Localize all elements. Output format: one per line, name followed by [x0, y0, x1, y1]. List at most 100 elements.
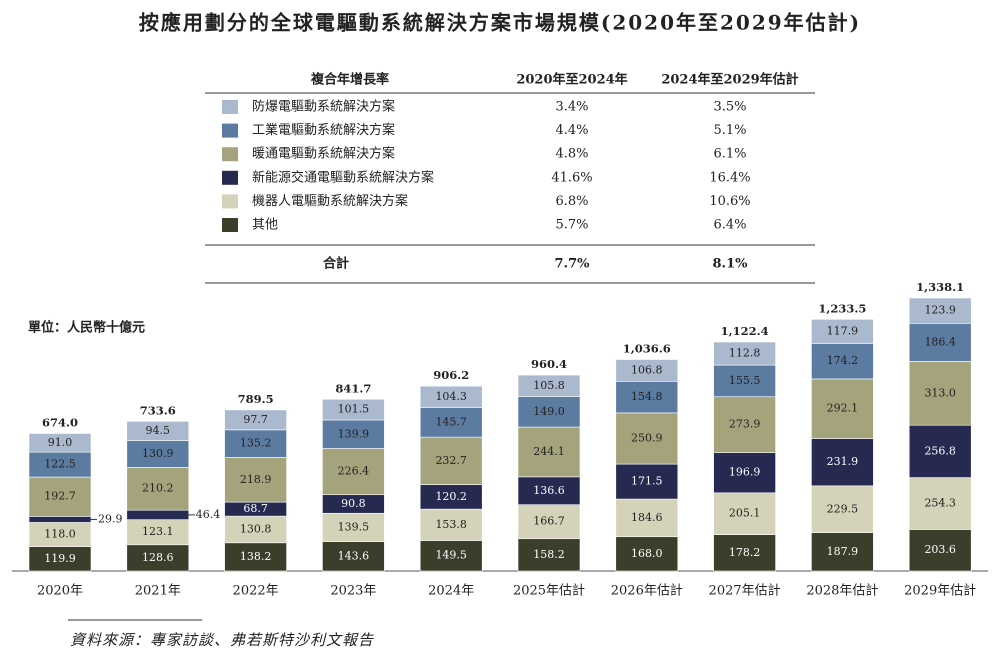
segment-label: 120.2 — [435, 490, 467, 503]
segment-label: 203.6 — [924, 543, 956, 556]
x-tick-label: 2022年 — [233, 584, 279, 599]
bar-segment — [615, 359, 679, 382]
table-header: 複合年增長率 — [310, 72, 389, 88]
x-tick-label: 2029年估計 — [904, 583, 976, 599]
table-cell: 6.4% — [713, 218, 746, 233]
bar-segment — [908, 322, 972, 362]
table-cell: 5.7% — [555, 218, 588, 233]
segment-label: 101.5 — [338, 403, 370, 416]
total-label: 906.2 — [433, 368, 469, 382]
x-tick-label: 2026年估計 — [611, 583, 683, 599]
bar-segment — [322, 448, 385, 496]
segment-label: 229.5 — [827, 502, 859, 515]
segment-label: 104.3 — [435, 390, 467, 403]
segment-label: 138.2 — [240, 550, 272, 563]
bar-segment — [517, 426, 581, 478]
legend-label: 工業電驅動系統解決方案 — [252, 122, 395, 138]
segment-label: 171.5 — [631, 475, 663, 488]
total-label: 789.5 — [238, 392, 274, 406]
segment-label: 256.8 — [924, 444, 956, 457]
bar-segment — [322, 512, 385, 543]
segment-label: 244.1 — [533, 445, 565, 458]
x-tick-label: 2028年估計 — [806, 583, 878, 599]
legend-label: 機器人電驅動系統解決方案 — [252, 193, 408, 209]
table-cell: 3.5% — [713, 100, 746, 115]
bar-segment — [615, 463, 679, 500]
total-label: 1,233.5 — [818, 301, 866, 315]
bar-segment — [713, 364, 776, 398]
bar-segment — [517, 396, 581, 428]
segment-label: 184.6 — [631, 511, 663, 524]
segment-label: 166.7 — [533, 515, 565, 528]
bar-segment — [322, 398, 385, 421]
bar-segment — [908, 424, 972, 478]
segment-label: 226.4 — [338, 465, 370, 478]
segment-label: 119.9 — [44, 552, 76, 565]
table-cell: 3.4% — [555, 100, 588, 115]
total-label: 1,036.6 — [623, 342, 671, 356]
bar-segment — [419, 508, 483, 541]
segment-label: 186.4 — [924, 335, 956, 348]
legend-label: 新能源交通電驅動系統解決方案 — [252, 169, 434, 185]
bar-segment — [517, 504, 581, 540]
segment-label: 139.9 — [338, 427, 370, 440]
table-cell: 6.1% — [713, 147, 746, 162]
segment-label: 123.9 — [924, 304, 956, 317]
segment-label: 106.8 — [631, 363, 663, 376]
segment-label: 149.5 — [435, 549, 467, 562]
segment-label: 29.9 — [98, 512, 123, 525]
bar-segment — [419, 407, 483, 438]
segment-label: 158.2 — [533, 548, 565, 561]
bar-segment — [419, 385, 483, 408]
bar-segment — [615, 498, 679, 538]
bar-segment — [224, 542, 287, 572]
bar-segment — [615, 536, 679, 572]
segment-label: 130.9 — [142, 447, 174, 460]
table-cell: 4.8% — [555, 147, 588, 162]
legend-label: 其他 — [252, 218, 278, 233]
total-label: 960.4 — [531, 357, 567, 371]
x-tick-label: 2023年 — [330, 584, 376, 599]
segment-label: 218.9 — [240, 473, 272, 486]
segment-label: 136.6 — [533, 484, 565, 497]
table-cell: 41.6% — [551, 170, 592, 185]
bar-segment — [322, 419, 385, 449]
x-tick-label: 2027年估計 — [709, 583, 781, 599]
legend-swatch — [222, 194, 238, 209]
total-label: 841.7 — [335, 381, 371, 395]
bar-segment — [126, 421, 190, 441]
table-total: 合計 — [323, 256, 349, 272]
segment-label: 122.5 — [44, 458, 76, 471]
unit-label: 單位：人民幣十億元 — [28, 320, 145, 336]
bar-segment — [126, 466, 190, 511]
bar-segment — [126, 440, 190, 468]
bar-segment — [615, 412, 679, 465]
bar-segment — [811, 438, 874, 487]
segment-label: 231.9 — [827, 455, 859, 468]
bar-segment — [908, 361, 972, 426]
segment-label: 232.7 — [435, 454, 467, 467]
segment-label: 149.0 — [533, 405, 565, 418]
total-label: 1,122.4 — [721, 324, 769, 338]
segment-label: 210.2 — [142, 482, 174, 495]
table-header: 2024年至2029年估計 — [661, 72, 798, 88]
table-cell: 5.1% — [713, 123, 746, 138]
bar-segment — [713, 534, 776, 572]
segment-label: 153.8 — [435, 518, 467, 531]
segment-label: 178.2 — [729, 546, 761, 559]
segment-label: 196.9 — [729, 466, 761, 479]
segment-label: 97.7 — [243, 413, 268, 426]
bar-segment — [811, 485, 874, 533]
segment-label: 292.1 — [827, 402, 859, 415]
bar-segment — [908, 529, 972, 572]
segment-label: 130.8 — [240, 522, 272, 535]
bar-segment — [224, 409, 287, 431]
total-label: 1,338.1 — [916, 280, 964, 294]
chart-title: 按應用劃分的全球電驅動系統解決方案市場規模(2020年至2029年估計) — [139, 11, 861, 35]
segment-label: 128.6 — [142, 551, 174, 564]
segment-label: 205.1 — [729, 507, 761, 520]
segment-label: 46.4 — [196, 508, 221, 521]
segment-label: 250.9 — [631, 431, 663, 444]
table-cell: 6.8% — [555, 194, 588, 209]
